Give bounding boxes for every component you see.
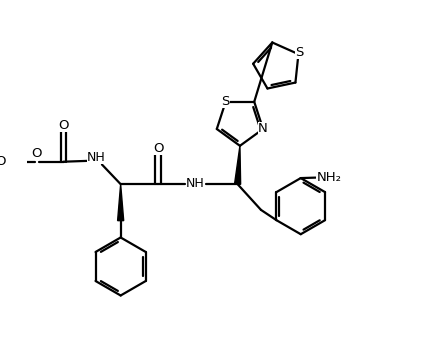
Text: O: O (0, 155, 6, 168)
Text: NH₂: NH₂ (316, 171, 341, 184)
Text: NH: NH (87, 151, 106, 163)
Polygon shape (235, 146, 240, 184)
Text: N: N (258, 121, 268, 135)
Text: O: O (31, 147, 42, 160)
Polygon shape (118, 184, 124, 221)
Text: S: S (295, 46, 304, 59)
Text: NH: NH (186, 177, 205, 190)
Text: S: S (221, 95, 230, 108)
Text: O: O (58, 119, 69, 132)
Text: O: O (153, 142, 164, 155)
